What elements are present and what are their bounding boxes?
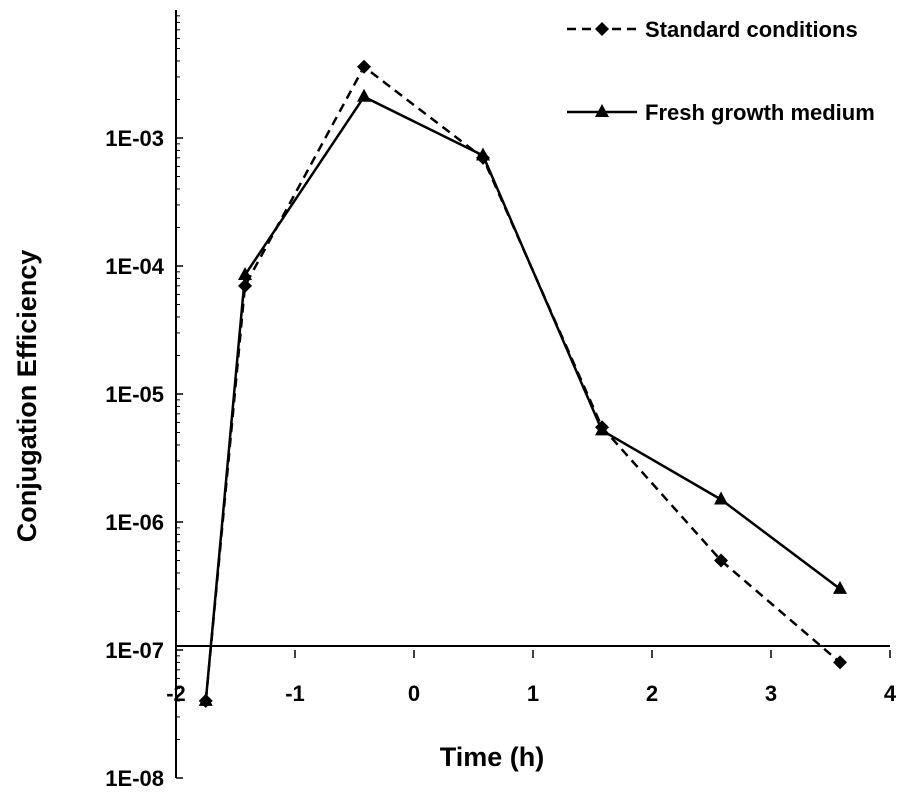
y-ticks: 1E-08 1E-07 1E-06 1E-05 1E-04 1E-03 (105, 15, 183, 791)
x-tick-label: 1 (527, 681, 539, 706)
data-point-fresh-growth-medium (714, 491, 729, 505)
legend-item-fresh-growth-medium: Fresh growth medium (567, 100, 875, 125)
data-point-fresh-growth-medium (198, 692, 213, 706)
x-ticks: -2 -1 0 1 2 3 4 (166, 650, 897, 706)
data-point-fresh-growth-medium (833, 580, 848, 594)
legend-label-fresh-growth-medium: Fresh growth medium (645, 100, 875, 125)
legend-item-standard-conditions: Standard conditions (567, 17, 858, 42)
x-tick-label: 4 (884, 681, 897, 706)
data-point-standard-conditions (833, 655, 848, 670)
series-layer (198, 59, 848, 708)
data-point-fresh-growth-medium (595, 422, 610, 436)
x-axis-title: Time (h) (440, 742, 545, 772)
legend-marker-diamond (595, 22, 609, 36)
data-point-standard-conditions (714, 553, 729, 568)
y-tick-label: 1E-06 (105, 510, 164, 535)
y-tick-label: 1E-03 (105, 126, 164, 151)
y-axis-title: Conjugation Efficiency (12, 250, 42, 543)
data-point-fresh-growth-medium (357, 88, 372, 102)
y-tick-label: 1E-07 (105, 638, 164, 663)
x-tick-label: -1 (285, 681, 305, 706)
data-point-fresh-growth-medium (238, 267, 253, 281)
x-tick-label: 2 (646, 681, 658, 706)
legend: Standard conditions Fresh growth medium (567, 17, 875, 125)
x-tick-label: 0 (408, 681, 420, 706)
series-line-standard-conditions (204, 65, 841, 702)
y-tick-label: 1E-04 (105, 254, 164, 279)
x-tick-label: -2 (166, 681, 186, 706)
y-tick-label: 1E-05 (105, 382, 164, 407)
legend-marker-triangle (595, 104, 609, 117)
series-line-fresh-growth-medium (204, 95, 841, 702)
data-point-fresh-growth-medium (476, 147, 491, 161)
legend-label-standard-conditions: Standard conditions (645, 17, 858, 42)
x-tick-label: 3 (765, 681, 777, 706)
data-point-standard-conditions (357, 59, 372, 74)
y-tick-label: 1E-08 (105, 766, 164, 791)
